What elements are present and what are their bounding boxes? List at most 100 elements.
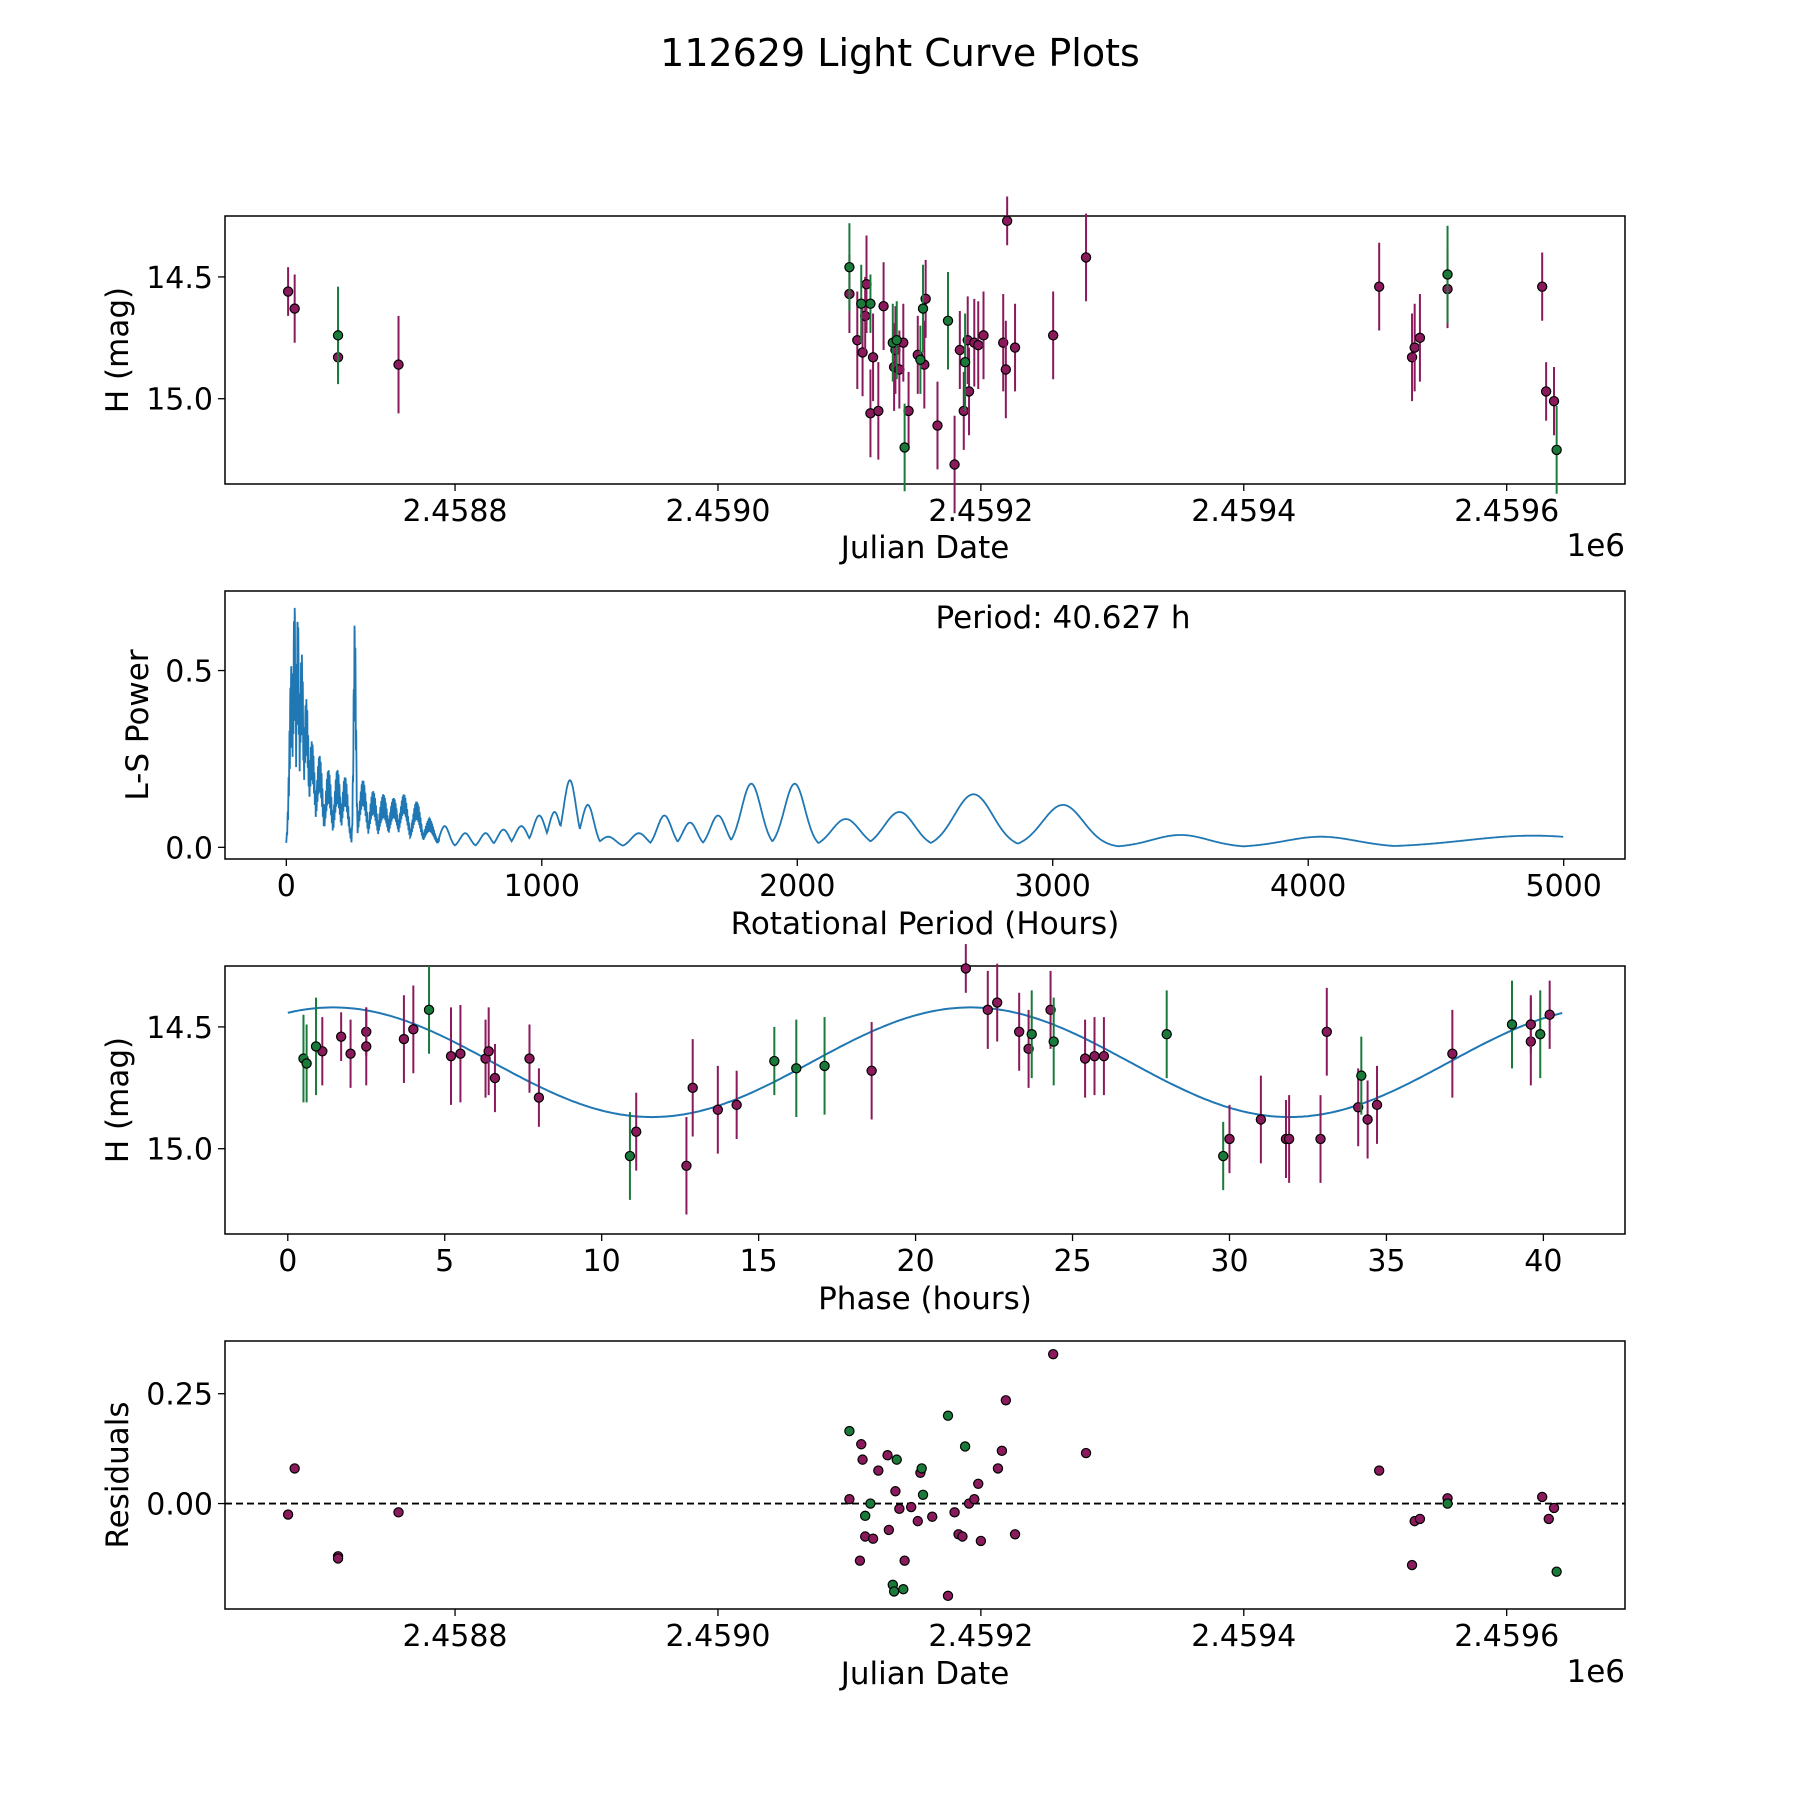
lightcurve-point — [1551, 444, 1562, 456]
phased-point — [1098, 1050, 1110, 1062]
phased-point — [1283, 1133, 1295, 1145]
phased-point — [1544, 1009, 1555, 1020]
phased-point — [489, 1072, 501, 1084]
lightcurve-point — [332, 330, 344, 341]
lightcurve-point — [917, 303, 929, 314]
phased-point — [1026, 1029, 1037, 1040]
residuals-point — [888, 1586, 900, 1597]
residuals-point — [1000, 1395, 1012, 1406]
lightcurve-point — [1080, 252, 1092, 263]
periodogram-series-line — [285, 607, 1564, 848]
phased-point — [1447, 1048, 1458, 1059]
phased-point — [1315, 1133, 1326, 1145]
residuals-point — [844, 1425, 855, 1437]
lightcurve-point — [844, 261, 855, 273]
phased-ylabel: H (mag) — [100, 1037, 136, 1163]
phased-point — [819, 1060, 830, 1072]
phased-xtick-label: 10 — [583, 1244, 621, 1279]
lightcurve-ytick-label: 14.5 — [146, 261, 213, 296]
lightcurve-point — [1409, 342, 1420, 353]
lightcurve-point — [942, 315, 954, 326]
phased-point — [681, 1160, 692, 1171]
panel-lightcurve: 2.4588 2.4590 2.4592 2.4594 2.4596 14.5 15.0 J… — [100, 196, 1626, 566]
phased-xlabel: Phase (hours) — [818, 1281, 1032, 1317]
phased-ytick-label: 15.0 — [146, 1133, 213, 1168]
lightcurve-point — [1001, 215, 1013, 227]
phased-point — [335, 1031, 347, 1042]
residuals-ylabel: Residuals — [100, 1401, 136, 1548]
phased-point — [1089, 1050, 1100, 1062]
phased-point — [631, 1126, 642, 1137]
lightcurve-point — [878, 300, 889, 312]
residuals-xtick-label: 2.4592 — [928, 1619, 1033, 1654]
residuals-point — [867, 1533, 879, 1544]
phased-point — [408, 1024, 419, 1035]
residuals-point — [856, 1439, 867, 1450]
phased-xtick-label: 35 — [1367, 1244, 1405, 1279]
lightcurve-point — [958, 405, 969, 417]
lightcurve-xtick-label: 2.4594 — [1191, 494, 1296, 529]
periodogram-line — [285, 607, 1564, 848]
residuals-point — [957, 1531, 968, 1542]
residuals-point — [1442, 1498, 1453, 1509]
lightcurve-xtick-label: 2.4590 — [665, 494, 770, 529]
phased-point — [712, 1104, 724, 1115]
phased-point — [982, 1004, 993, 1016]
residuals-point — [1406, 1559, 1418, 1571]
lightcurve-xtick-label: 2.4596 — [1454, 494, 1559, 529]
residuals-point — [1543, 1513, 1554, 1525]
lightcurve-point — [978, 330, 989, 341]
phased-point — [361, 1041, 372, 1052]
residuals-xtick-label: 2.4594 — [1191, 1619, 1296, 1654]
phased-ticks: 0 5 10 15 20 25 30 35 40 14.5 15.0 — [146, 1011, 1562, 1279]
lightcurve-point — [867, 352, 879, 363]
periodogram-xtick-label: 1000 — [504, 869, 580, 904]
phased-point — [1218, 1150, 1229, 1162]
phased-point — [1161, 1029, 1172, 1040]
periodogram-ytick-label: 0.5 — [165, 655, 213, 690]
lightcurve-point — [932, 420, 943, 431]
figure-title: 112629 Light Curve Plots — [660, 31, 1140, 75]
lightcurve-offset-label: 1e6 — [1566, 528, 1625, 564]
lightcurve-point — [973, 339, 984, 351]
residuals-point — [1080, 1447, 1092, 1459]
lightcurve-xtick-label: 2.4588 — [403, 494, 508, 529]
residuals-xtick-label: 2.4590 — [665, 1619, 770, 1654]
phased-ytick-label: 14.5 — [146, 1011, 213, 1046]
phased-point — [345, 1048, 356, 1059]
phased-xtick-label: 40 — [1524, 1244, 1562, 1279]
phased-point — [524, 1053, 535, 1064]
lightcurve-ytick-label: 15.0 — [146, 383, 213, 418]
lightcurve-point — [915, 354, 926, 365]
residuals-points — [225, 1348, 1625, 1602]
lightcurve-point — [1540, 386, 1552, 397]
phased-point — [445, 1050, 457, 1062]
residuals-point — [873, 1465, 884, 1476]
lightcurve-point — [1009, 342, 1021, 353]
lightcurve-point — [1414, 332, 1426, 344]
residuals-point — [898, 1584, 909, 1595]
lightcurve-ylabel: H (mag) — [100, 287, 136, 413]
phased-model-curve — [287, 1006, 1563, 1119]
phased-point — [1535, 1029, 1546, 1040]
residuals-ytick-label: 0.00 — [146, 1488, 213, 1523]
phased-point — [1506, 1019, 1518, 1030]
phased-point — [1356, 1070, 1367, 1081]
phased-xtick-label: 0 — [278, 1244, 297, 1279]
periodogram-axes — [224, 590, 1626, 860]
panel-phased: 0 5 10 15 20 25 30 35 40 14.5 15.0 Phase (hours) H… — [100, 944, 1626, 1317]
phased-point — [1079, 1053, 1091, 1064]
residuals-point — [917, 1489, 929, 1500]
residuals-point — [890, 1486, 901, 1497]
phased-point — [769, 1055, 780, 1067]
residuals-point — [857, 1454, 868, 1465]
lightcurve-point — [1442, 269, 1453, 280]
residuals-point — [882, 1450, 893, 1461]
residuals-point — [992, 1463, 1004, 1474]
phased-point — [423, 1004, 435, 1016]
periodogram-xtick-label: 4000 — [1270, 869, 1346, 904]
lightcurve-point — [856, 298, 867, 309]
phased-point — [1525, 1019, 1537, 1030]
residuals-point — [899, 1555, 910, 1566]
